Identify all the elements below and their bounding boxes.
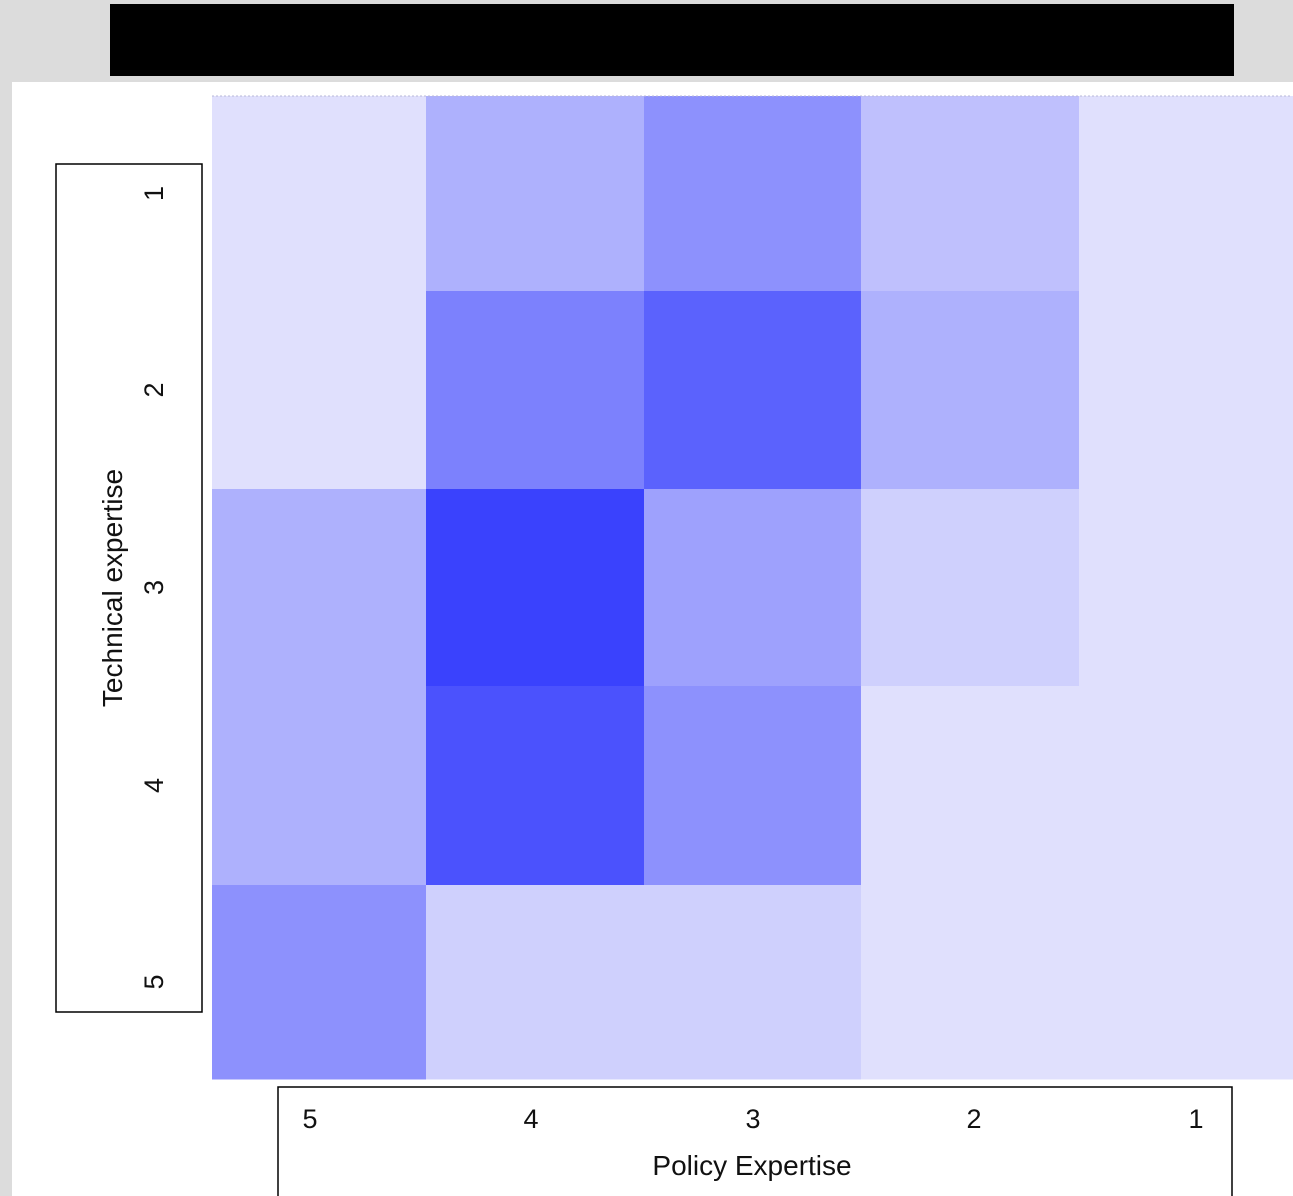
heatmap-cell-r4-c1 — [1079, 686, 1293, 886]
heatmap-cell-r4-c5 — [212, 686, 427, 886]
y-axis-box — [55, 163, 203, 1013]
x-tick-labels: 5 4 3 2 1 — [302, 1104, 1203, 1134]
heatmap-cell-r4-c3 — [644, 686, 862, 886]
x-tick-label: 5 — [302, 1104, 317, 1134]
heatmap-cell-r5-c4 — [426, 885, 645, 1080]
x-tick-label: 3 — [745, 1104, 760, 1134]
heatmap-cell-r5-c3 — [644, 885, 862, 1080]
y-tick-label: 1 — [139, 186, 169, 201]
heatmap-cell-r3-c5 — [212, 489, 427, 687]
x-tick-label: 1 — [1188, 1104, 1203, 1134]
heatmap-cell-r5-c5 — [212, 885, 427, 1080]
y-tick-labels: 1 2 3 4 5 — [139, 186, 169, 990]
heatmap-cell-r3-c3 — [644, 489, 862, 687]
heatmap-cell-r4-c2 — [861, 686, 1080, 886]
y-tick-label: 2 — [139, 382, 169, 397]
heatmap-cell-r3-c4 — [426, 489, 645, 687]
x-axis-box — [277, 1086, 1233, 1196]
x-axis-label: Policy Expertise — [652, 1150, 851, 1181]
heatmap-cell-r1-c2 — [861, 96, 1080, 292]
redacted-title-bar — [110, 4, 1234, 76]
heatmap-cell-r1-c5 — [212, 96, 427, 292]
heatmap-cells — [212, 96, 1293, 1080]
heatmap-cell-r5-c2 — [861, 885, 1080, 1080]
y-tick-label: 3 — [139, 580, 169, 595]
x-tick-label: 2 — [966, 1104, 981, 1134]
heatmap-cell-r2-c4 — [426, 291, 645, 490]
y-tick-label: 5 — [139, 974, 169, 989]
y-axis-label: Technical expertise — [97, 469, 128, 707]
heatmap-cell-r2-c1 — [1079, 291, 1293, 490]
heatmap-cell-r2-c2 — [861, 291, 1080, 490]
heatmap-cell-r1-c1 — [1079, 96, 1293, 292]
heatmap-cell-r4-c4 — [426, 686, 645, 886]
heatmap-cell-r2-c3 — [644, 291, 862, 490]
heatmap-cell-r3-c2 — [861, 489, 1080, 687]
heatmap-cell-r1-c4 — [426, 96, 645, 292]
x-tick-label: 4 — [523, 1104, 538, 1134]
heatmap-cell-r2-c5 — [212, 291, 427, 490]
heatmap-cell-r1-c3 — [644, 96, 862, 292]
y-tick-label: 4 — [139, 778, 169, 793]
heatmap-cell-r5-c1 — [1079, 885, 1293, 1080]
chart-panel: 1 2 3 4 5 5 4 3 2 1 Technical expertise Policy E… — [12, 82, 1293, 1196]
heatmap-chart: 1 2 3 4 5 5 4 3 2 1 Technical expertise Policy E… — [55, 95, 1293, 1196]
heatmap-cell-r3-c1 — [1079, 489, 1293, 687]
